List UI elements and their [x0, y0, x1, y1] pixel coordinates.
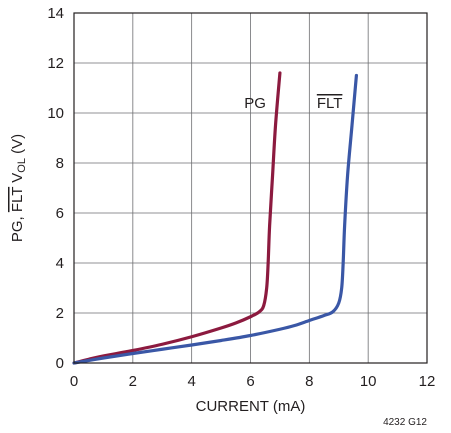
x-tick-labels: 0 2 4 6 8 10 12: [70, 373, 436, 390]
series-flt-line: [72, 73, 358, 365]
y-axis-label-mid: V: [9, 173, 26, 187]
y-axis-label-subscript: OL: [16, 158, 28, 173]
curves: [72, 71, 358, 365]
figure-id: 4232 G12: [383, 417, 427, 428]
svg-text:PG, FLT VOL (V): PG, FLT VOL (V): [9, 134, 28, 242]
y-axis-label-post: (V): [9, 134, 26, 158]
y-tick-label: 6: [56, 205, 64, 222]
y-tick-label: 2: [56, 305, 64, 322]
y-axis-label: PG, FLT VOL (V): [9, 134, 28, 242]
y-axis-label-overline: FLT: [9, 187, 26, 212]
x-tick-label: 2: [129, 373, 137, 390]
x-tick-label: 4: [187, 373, 195, 390]
x-tick-label: 10: [360, 373, 377, 390]
y-tick-label: 12: [47, 55, 64, 72]
x-tick-label: 0: [70, 373, 78, 390]
y-tick-label: 0: [56, 355, 64, 372]
y-tick-labels: 0 2 4 6 8 10 12 14: [47, 5, 64, 372]
x-tick-label: 8: [305, 373, 313, 390]
plot-frame: [73, 12, 428, 364]
y-tick-label: 14: [47, 5, 64, 22]
series-label-flt: FLT: [317, 95, 343, 112]
y-tick-label: 8: [56, 155, 64, 172]
x-axis-label: CURRENT (mA): [196, 398, 306, 415]
y-tick-label: 10: [47, 105, 64, 122]
series-labels: PG FLT: [244, 95, 342, 112]
x-tick-label: 6: [246, 373, 254, 390]
x-tick-label: 12: [419, 373, 436, 390]
series-pg-line: [72, 71, 282, 365]
series-label-pg: PG: [244, 95, 266, 112]
grid: [73, 12, 428, 364]
y-tick-label: 4: [56, 255, 64, 272]
y-axis-label-pre: PG,: [9, 212, 26, 242]
